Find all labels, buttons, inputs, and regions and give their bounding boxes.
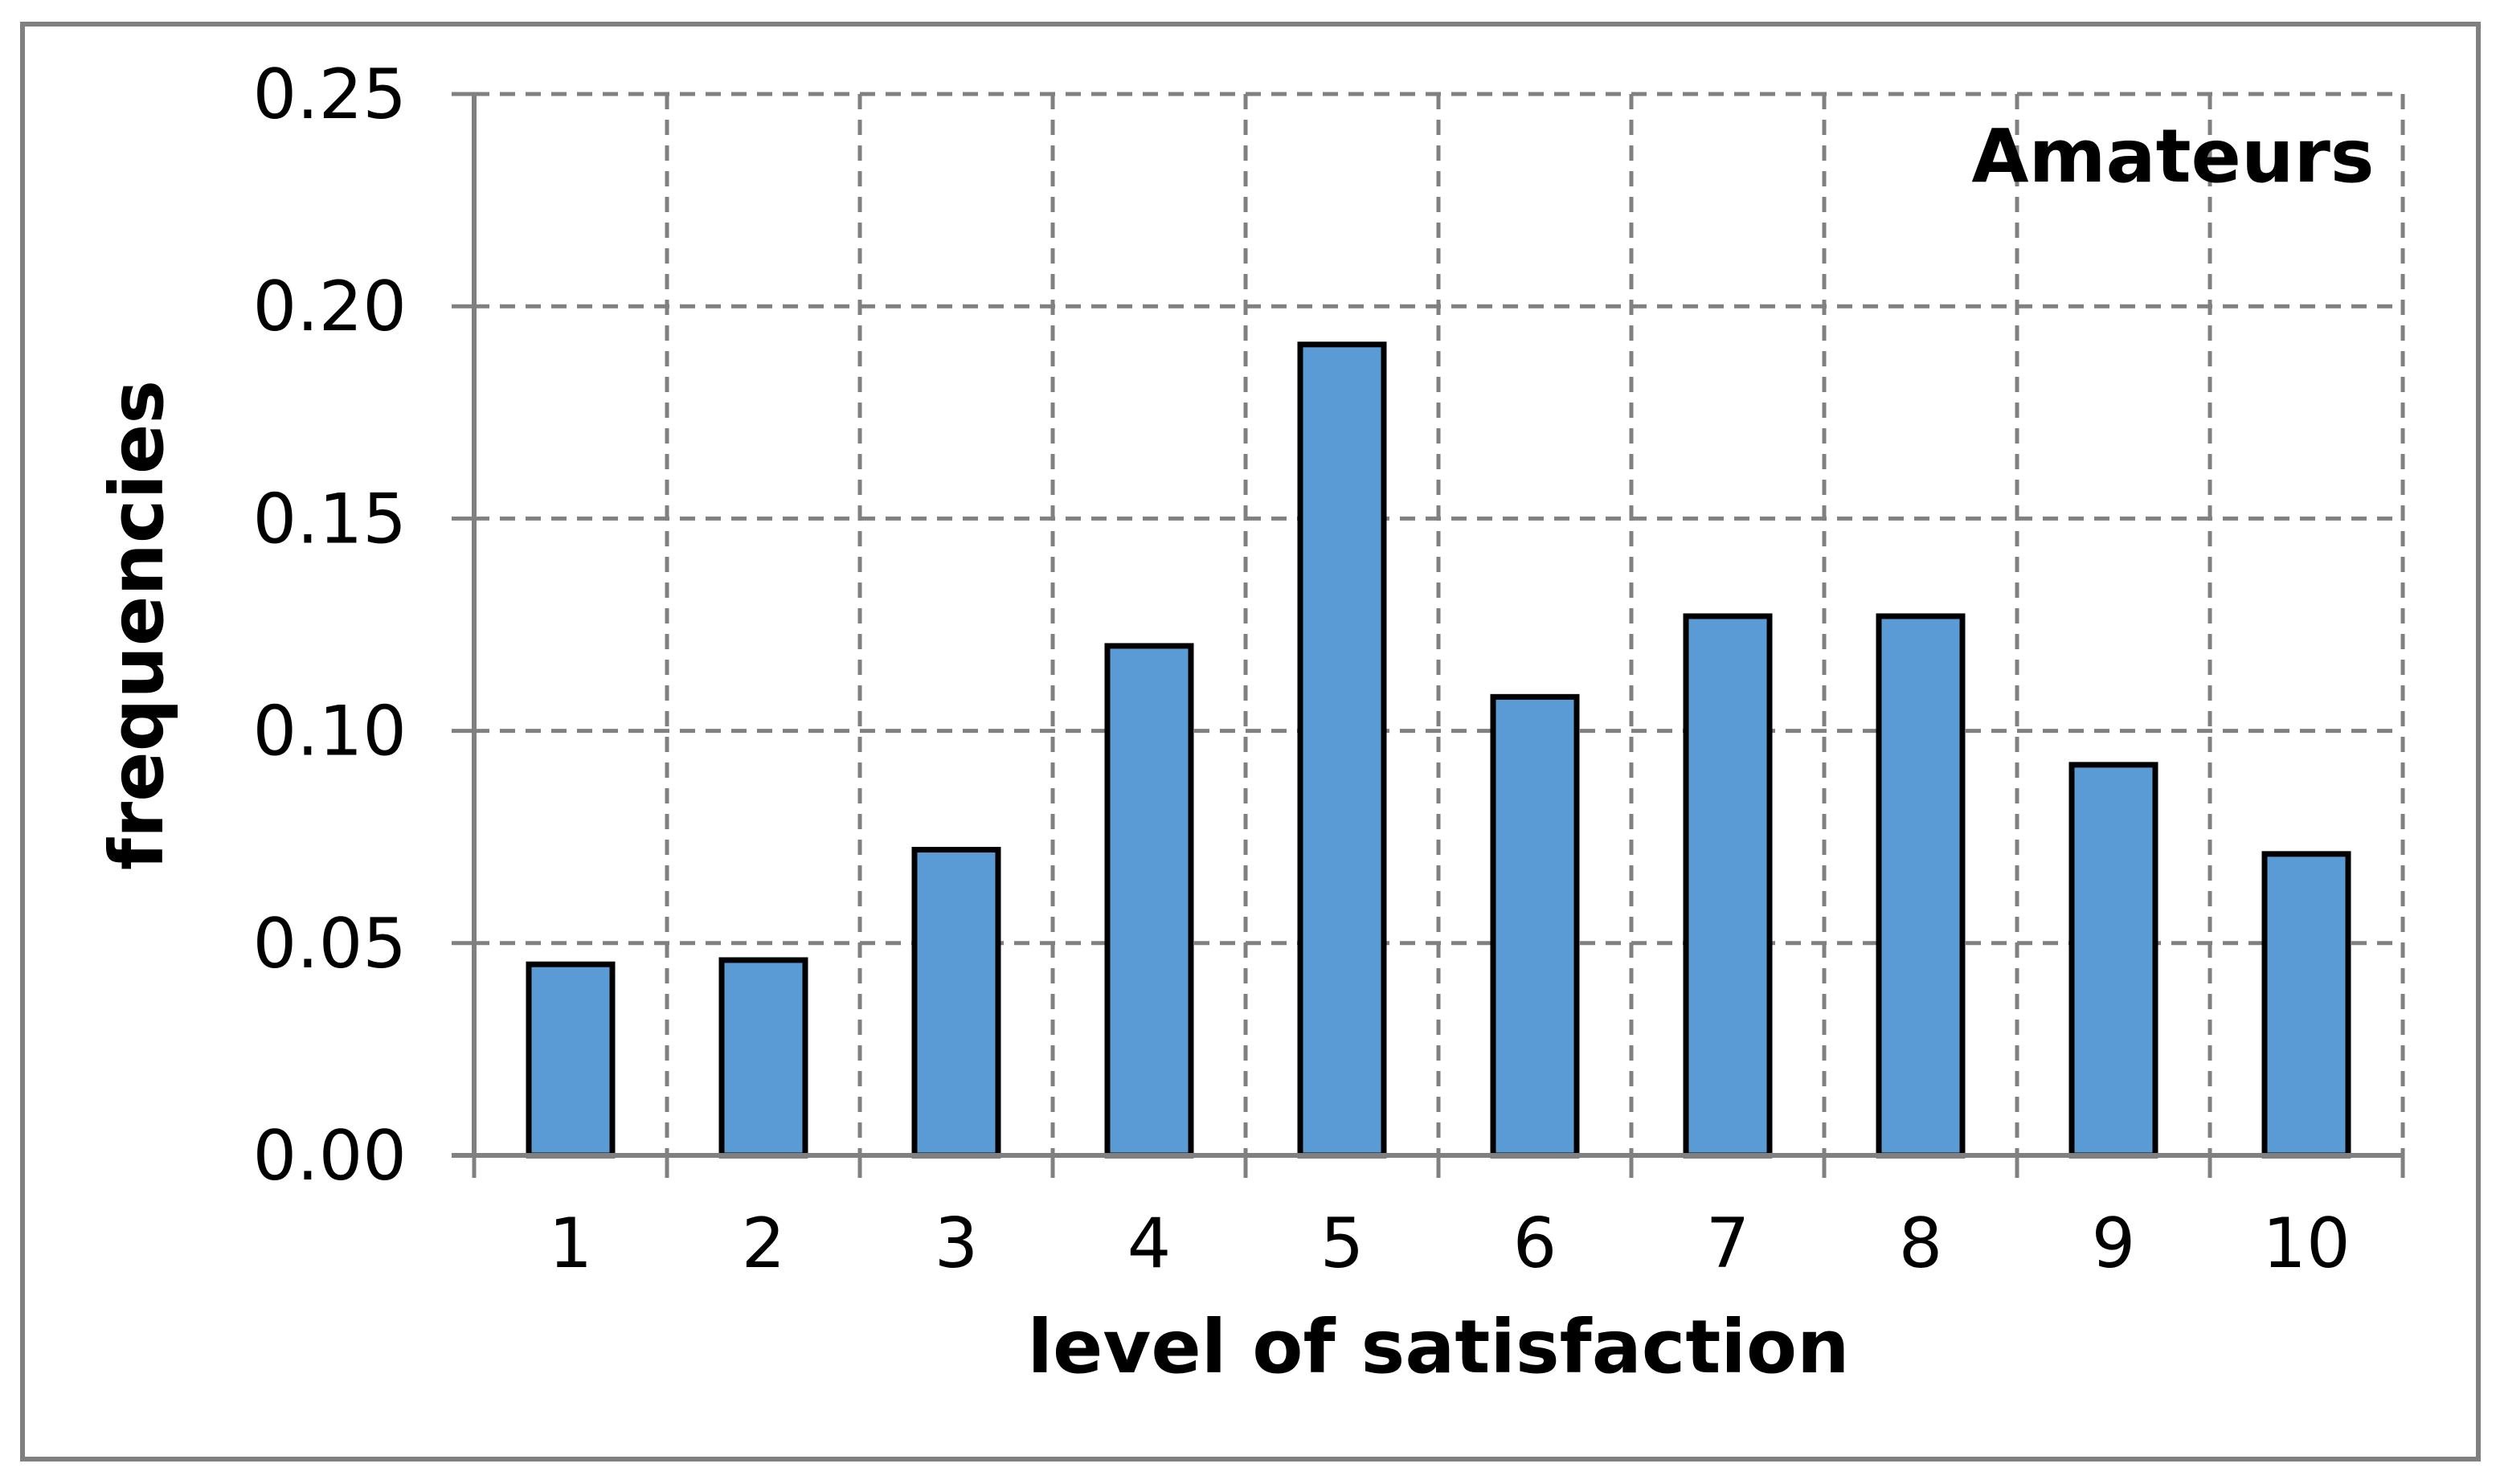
x-tick-label: 4 [1127, 1204, 1172, 1284]
y-tick-label: 0.05 [253, 904, 407, 984]
x-tick-label: 5 [1320, 1204, 1365, 1284]
y-tick-label: 0.15 [253, 479, 407, 559]
y-tick-label: 0.20 [253, 267, 407, 347]
series-annotation: Amateurs [1971, 113, 2374, 199]
bar [1683, 613, 1773, 1159]
x-tick-label: 10 [2262, 1204, 2350, 1284]
bar [1104, 643, 1194, 1159]
x-tick-label: 9 [2092, 1204, 2136, 1284]
bar [1297, 341, 1387, 1159]
bar [718, 957, 808, 1159]
tick-labels-layer: 0.25 0.20 0.15 0.10 0.05 0.00 1 2 3 4 5 6 7 8 9 10 [253, 55, 2351, 1284]
x-tick-label: 3 [935, 1204, 979, 1284]
y-tick-label: 0.10 [253, 692, 407, 772]
bar [2068, 762, 2158, 1159]
bar [526, 961, 616, 1159]
axes-layer [452, 92, 2405, 1178]
bars-layer [526, 341, 2351, 1159]
x-tick-label: 2 [742, 1204, 786, 1284]
bar [911, 847, 1001, 1159]
x-tick-label: 1 [549, 1204, 593, 1284]
x-tick-label: 6 [1513, 1204, 1557, 1284]
bar [1490, 693, 1580, 1159]
bar [1876, 613, 1966, 1159]
y-axis-title: frequencies [94, 380, 180, 870]
y-tick-label: 0.25 [253, 55, 407, 135]
bar [2261, 851, 2351, 1159]
x-tick-label: 8 [1899, 1204, 1943, 1284]
y-tick-label: 0.00 [253, 1116, 407, 1196]
x-tick-label: 7 [1706, 1204, 1750, 1284]
figure-border [20, 22, 2481, 1462]
x-axis-title: level of satisfaction [1027, 1304, 1849, 1390]
